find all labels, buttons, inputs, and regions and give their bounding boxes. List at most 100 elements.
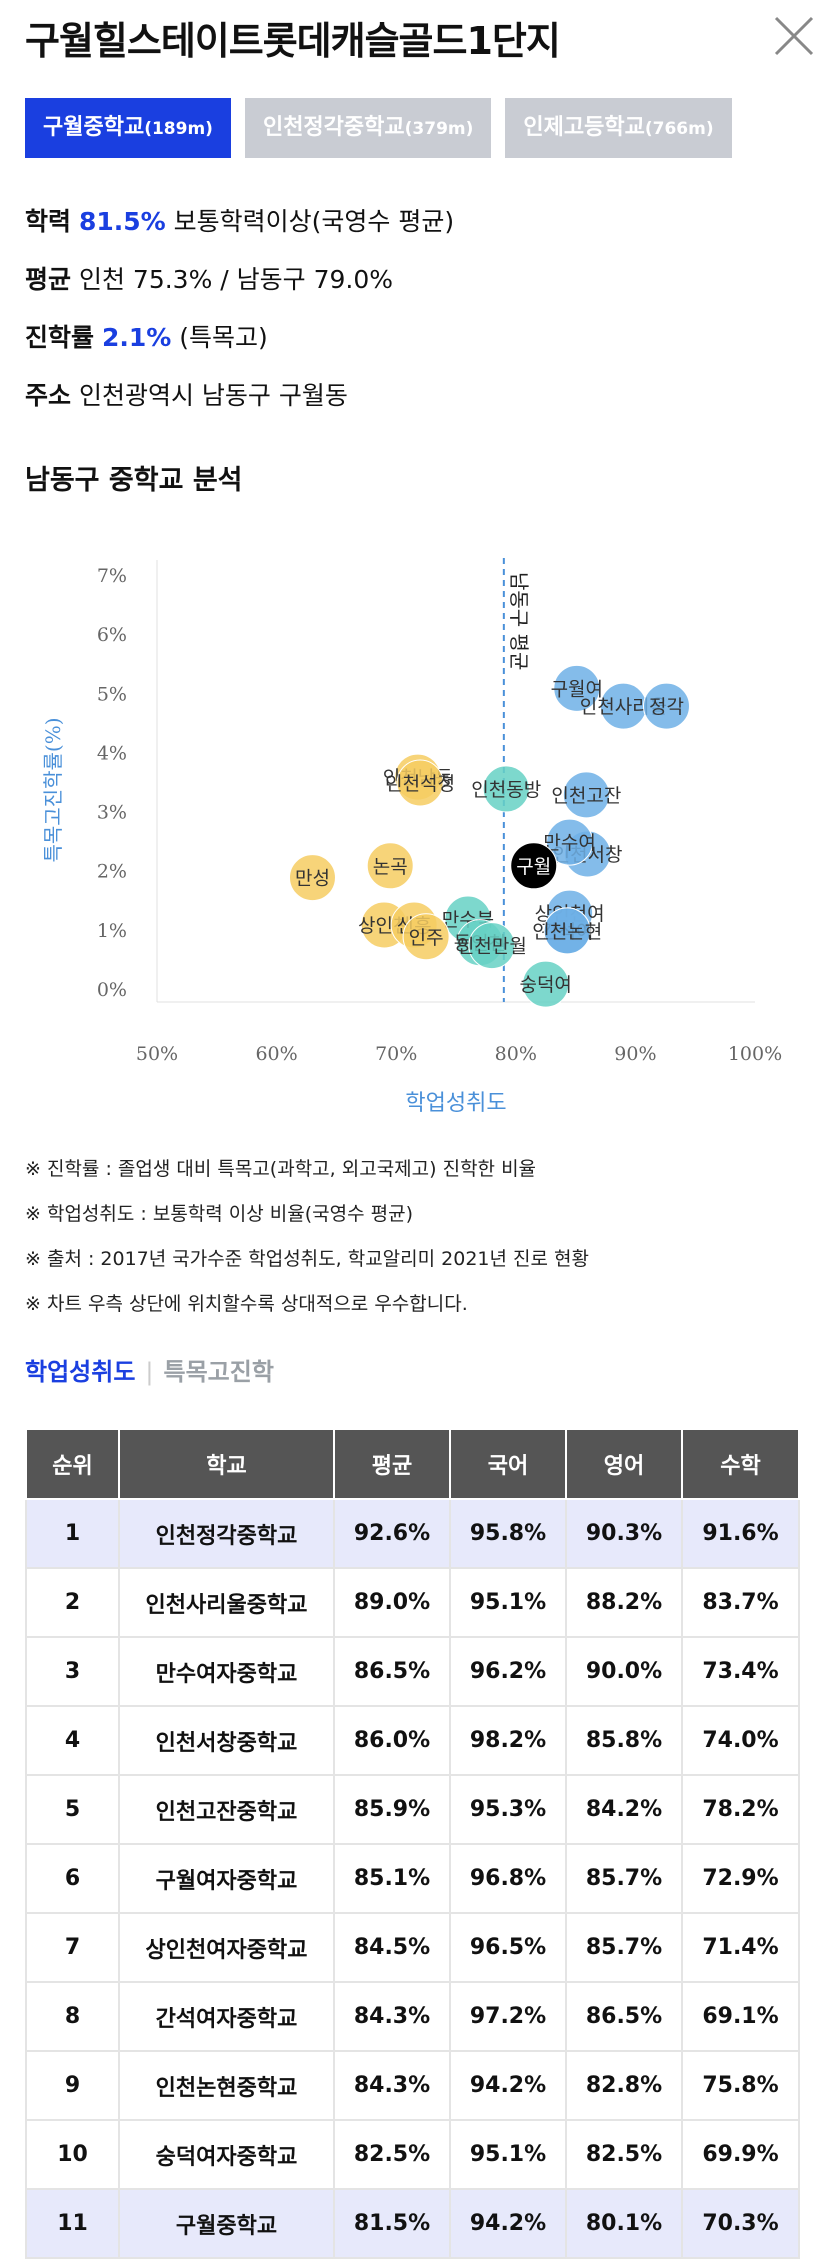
x-axis-label: 학업성취도 bbox=[405, 1091, 506, 1116]
table-row: 3 만수여자중학교 86.5% 96.2% 90.0% 73.4% bbox=[25, 1636, 800, 1707]
header: 구월힐스테이트롯데캐슬골드1단지 bbox=[0, 0, 827, 88]
point-label: 만수여 bbox=[543, 832, 595, 854]
tab-special-high[interactable]: 특목고진학 bbox=[163, 1358, 274, 1386]
average-cell: 85.1% bbox=[333, 1843, 451, 1914]
english-cell: 85.7% bbox=[565, 1843, 683, 1914]
korean-cell: 96.8% bbox=[449, 1843, 567, 1914]
table-row: 11 구월중학교 81.5% 94.2% 80.1% 70.3% bbox=[25, 2188, 800, 2259]
x-tick-label: 70% bbox=[375, 1043, 417, 1065]
school-cell: 인천정각중학교 bbox=[118, 1498, 335, 1569]
english-cell: 82.5% bbox=[565, 2119, 683, 2190]
math-cell: 71.4% bbox=[681, 1912, 800, 1983]
rank-cell: 3 bbox=[25, 1636, 120, 1707]
close-icon[interactable] bbox=[772, 14, 816, 58]
english-cell: 90.3% bbox=[565, 1498, 683, 1569]
ranking-table: 순위 학교 평균 국어 영어 수학 1 인천정각중학교 92.6% 95.8% 90.3… bbox=[25, 1428, 800, 2259]
info-average: 평균 인천 75.3% / 남동구 79.0% bbox=[25, 256, 454, 314]
rank-cell: 11 bbox=[25, 2188, 120, 2259]
data-point bbox=[562, 771, 610, 819]
korean-cell: 97.2% bbox=[449, 1981, 567, 2052]
point-label: 논곡 bbox=[373, 856, 408, 878]
info-advance: 진학률 2.1% (특목고) bbox=[25, 314, 454, 372]
tab-school-1[interactable]: 구월중학교(189m) bbox=[25, 98, 231, 158]
info-advance-value: 2.1% bbox=[101, 323, 172, 352]
average-cell: 84.3% bbox=[333, 2050, 451, 2121]
school-cell: 인천서창중학교 bbox=[118, 1705, 335, 1776]
info-academic: 학력 81.5% 보통학력이상(국영수 평균) bbox=[25, 198, 454, 256]
english-cell: 85.7% bbox=[565, 1912, 683, 1983]
rank-cell: 2 bbox=[25, 1567, 120, 1638]
y-tick-label: 3% bbox=[97, 802, 127, 824]
x-tick-label: 90% bbox=[614, 1043, 656, 1065]
point-label: 인천만월 bbox=[457, 936, 527, 958]
table-row: 4 인천서창중학교 86.0% 98.2% 85.8% 74.0% bbox=[25, 1705, 800, 1776]
header-korean: 국어 bbox=[449, 1428, 567, 1500]
point-label: 구월 bbox=[516, 856, 551, 878]
tab-achievement[interactable]: 학업성취도 bbox=[25, 1358, 136, 1386]
korean-cell: 96.2% bbox=[449, 1636, 567, 1707]
table-row: 9 인천논현중학교 84.3% 94.2% 82.8% 75.8% bbox=[25, 2050, 800, 2121]
data-point bbox=[546, 818, 594, 866]
rank-cell: 5 bbox=[25, 1774, 120, 1845]
english-cell: 88.2% bbox=[565, 1567, 683, 1638]
school-cell: 만수여자중학교 bbox=[118, 1636, 335, 1707]
note-item: ※ 학업성취도 : 보통학력 이상 비율(국영수 평균) bbox=[25, 1203, 414, 1225]
data-point bbox=[543, 907, 591, 955]
math-cell: 73.4% bbox=[681, 1636, 800, 1707]
tab-school-3[interactable]: 인제고등학교(766m) bbox=[505, 98, 732, 158]
data-point bbox=[288, 854, 336, 902]
rank-cell: 6 bbox=[25, 1843, 120, 1914]
note-item: ※ 출처 : 2017년 국가수준 학업성취도, 학교알리미 2021년 진로 … bbox=[25, 1248, 589, 1270]
y-tick-label: 2% bbox=[97, 861, 127, 883]
table-header-row: 순위 학교 평균 국어 영어 수학 bbox=[25, 1428, 800, 1500]
data-point bbox=[522, 960, 570, 1008]
math-cell: 91.6% bbox=[681, 1498, 800, 1569]
ranking-tabs: 학업성취도 | 특목고진학 bbox=[25, 1352, 274, 1387]
table-row: 1 인천정각중학교 92.6% 95.8% 90.3% 91.6% bbox=[25, 1498, 800, 1569]
table-row: 6 구월여자중학교 85.1% 96.8% 85.7% 72.9% bbox=[25, 1843, 800, 1914]
school-cell: 구월여자중학교 bbox=[118, 1843, 335, 1914]
school-info: 학력 81.5% 보통학력이상(국영수 평균) 평균 인천 75.3% / 남동… bbox=[25, 198, 454, 430]
info-advance-label: 진학률 bbox=[25, 323, 95, 352]
rank-cell: 10 bbox=[25, 2119, 120, 2190]
english-cell: 82.8% bbox=[565, 2050, 683, 2121]
note-item: ※ 진학률 : 졸업생 대비 특목고(과학고, 외고국제고) 진학한 비율 bbox=[25, 1158, 537, 1180]
average-cell: 82.5% bbox=[333, 2119, 451, 2190]
point-label: 인천논현 bbox=[532, 921, 602, 943]
point-label: 정각 bbox=[649, 696, 684, 718]
school-cell: 구월중학교 bbox=[118, 2188, 335, 2259]
info-address-label: 주소 bbox=[25, 381, 72, 410]
average-cell: 86.0% bbox=[333, 1705, 451, 1776]
korean-cell: 95.1% bbox=[449, 1567, 567, 1638]
average-cell: 92.6% bbox=[333, 1498, 451, 1569]
point-label: 만성 bbox=[295, 868, 330, 890]
tab-school-1-name: 구월중학교 bbox=[43, 115, 145, 140]
korean-cell: 94.2% bbox=[449, 2188, 567, 2259]
math-cell: 69.9% bbox=[681, 2119, 800, 2190]
table-row: 5 인천고잔중학교 85.9% 95.3% 84.2% 78.2% bbox=[25, 1774, 800, 1845]
math-cell: 83.7% bbox=[681, 1567, 800, 1638]
data-point bbox=[642, 682, 690, 730]
tab-school-3-dist: (766m) bbox=[644, 119, 714, 139]
rank-cell: 9 bbox=[25, 2050, 120, 2121]
info-address-value: 인천광역시 남동구 구월동 bbox=[78, 381, 348, 410]
school-tabs: 구월중학교(189m) 인천정각중학교(379m) 인제고등학교(766m) bbox=[25, 98, 827, 158]
info-advance-desc: (특목고) bbox=[179, 323, 268, 352]
math-cell: 70.3% bbox=[681, 2188, 800, 2259]
header-rank: 순위 bbox=[25, 1428, 120, 1500]
average-cell: 85.9% bbox=[333, 1774, 451, 1845]
math-cell: 72.9% bbox=[681, 1843, 800, 1914]
point-label: 인천고잔 bbox=[551, 785, 621, 807]
average-cell: 86.5% bbox=[333, 1636, 451, 1707]
y-tick-label: 6% bbox=[97, 624, 127, 646]
korean-cell: 98.2% bbox=[449, 1705, 567, 1776]
data-point bbox=[468, 922, 516, 970]
y-tick-label: 0% bbox=[97, 979, 127, 1001]
data-point bbox=[553, 664, 601, 712]
korean-cell: 95.8% bbox=[449, 1498, 567, 1569]
school-cell: 인천논현중학교 bbox=[118, 2050, 335, 2121]
tab-school-2-name: 인천정각중학교 bbox=[262, 115, 405, 140]
point-label: 인천석정 bbox=[385, 773, 455, 795]
school-cell: 간석여자중학교 bbox=[118, 1981, 335, 2052]
tab-school-2[interactable]: 인천정각중학교(379m) bbox=[244, 98, 492, 158]
